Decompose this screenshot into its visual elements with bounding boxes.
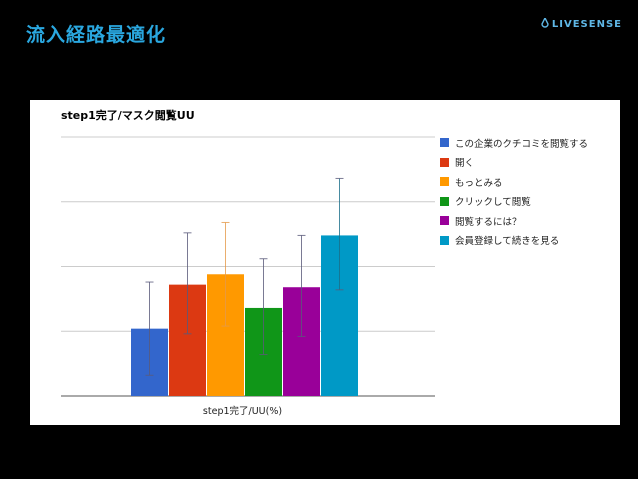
legend-label: クリックして閲覧	[455, 197, 531, 209]
bar-chart	[61, 136, 435, 397]
chart-title: step1完了/マスク閲覧UU	[61, 109, 195, 122]
legend-swatch	[440, 196, 449, 206]
legend-item: 会員登録して続きを見る	[440, 231, 588, 251]
slide-title: 流入経路最適化	[26, 24, 167, 46]
legend-swatch	[440, 235, 449, 245]
legend-item: もっとみる	[440, 172, 588, 192]
legend-label: もっとみる	[455, 177, 503, 189]
brand-logo: LIVESENSE	[541, 18, 622, 30]
legend-item: クリックして閲覧	[440, 192, 588, 212]
legend-item: 開く	[440, 153, 588, 173]
legend-label: 会員登録して続きを見る	[455, 236, 560, 248]
legend-label: この企業のクチコミを閲覧する	[455, 138, 589, 150]
legend-label: 閲覧するには？	[455, 216, 522, 228]
chart-panel: step1完了/マスク閲覧UU この企業のクチコミを閲覧する 開くもっとみるクリッ…	[30, 100, 620, 425]
x-axis-label: step1完了/UU(%)	[202, 406, 283, 417]
legend-item: 閲覧するには？	[440, 211, 588, 231]
legend-swatch	[440, 138, 449, 148]
chart-legend: この企業のクチコミを閲覧する 開くもっとみるクリックして閲覧 閲覧するには？ 会員登録…	[440, 133, 588, 250]
brand-name: LIVESENSE	[551, 18, 622, 30]
drop-icon	[541, 18, 549, 28]
legend-swatch	[440, 177, 449, 187]
legend-item: この企業のクチコミを閲覧する	[440, 133, 588, 153]
legend-swatch	[440, 216, 449, 226]
legend-swatch	[440, 157, 449, 167]
legend-label: 開く	[455, 158, 475, 170]
